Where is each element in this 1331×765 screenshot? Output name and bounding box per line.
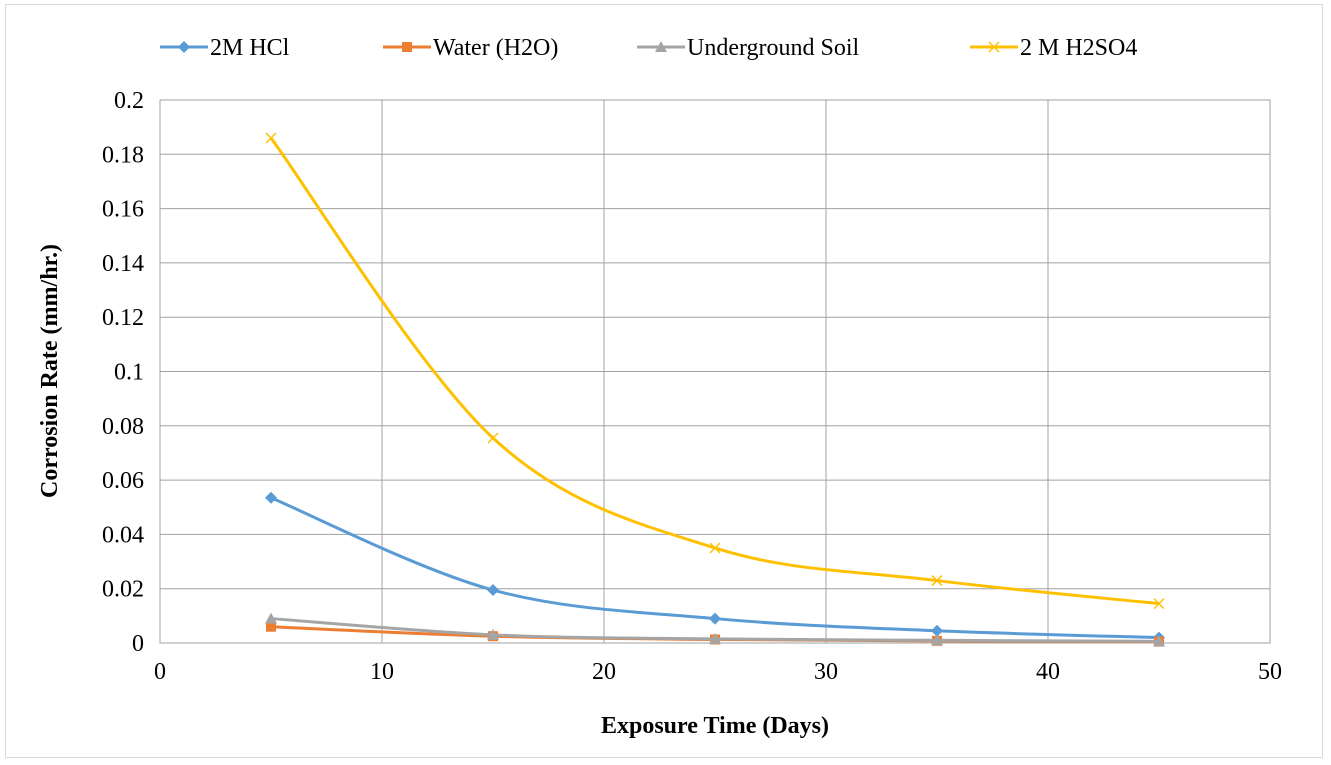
legend-marker-underground-soil (655, 41, 667, 52)
data-point-2m-hcl (931, 624, 943, 637)
legend-item-water-h2o: Water (H2O) (383, 35, 558, 61)
y-axis-title: Corrosion Rate (mm/hr.) (37, 244, 63, 498)
data-point-2-m-h2so4-stroke (265, 132, 277, 144)
y-tick-label: 0.16 (102, 197, 144, 223)
data-point-underground-soil (931, 634, 943, 646)
legend-marker-2-m-h2so4 (988, 41, 1000, 53)
y-tick-label: 0.12 (102, 305, 144, 331)
legend-marker-2m-hcl (178, 41, 190, 53)
data-point-2m-hcl (709, 612, 721, 625)
data-point-2-m-h2so4 (931, 575, 943, 587)
data-point-water-h2o (266, 621, 276, 632)
y-tick-label: 0.14 (102, 251, 144, 277)
y-tick-label: 0.1 (114, 360, 144, 386)
legend-label-2-m-h2so4: 2 M H2SO4 (1020, 35, 1137, 61)
y-tick-label: 0.02 (102, 577, 144, 603)
legend-marker-2-m-h2so4-stroke (988, 41, 1000, 53)
data-point-underground-soil (487, 628, 499, 640)
y-tick-label: 0.06 (102, 468, 144, 494)
data-point-2-m-h2so4 (709, 542, 721, 554)
legend: 2M HCl Water (H2O) Underground Soil 2 M H2S… (160, 35, 1137, 61)
series-line-2-m-h2so4 (269, 137, 1160, 606)
legend-item-2m-hcl: 2M HCl (160, 35, 290, 61)
y-tick-label: 0.2 (114, 88, 144, 114)
data-point-2-m-h2so4 (1153, 598, 1165, 610)
x-tick-label: 0 (154, 659, 166, 685)
y-tick-label: 0.18 (102, 142, 144, 168)
data-point-underground-soil (709, 632, 721, 644)
legend-label-2m-hcl: 2M HCl (210, 35, 290, 61)
x-tick-label: 10 (370, 659, 394, 685)
data-point-2-m-h2so4-stroke (487, 432, 499, 444)
legend-marker-water-h2o (402, 42, 412, 52)
data-point-2-m-h2so4-stroke (931, 575, 943, 587)
data-point-2-m-h2so4-stroke (709, 542, 721, 554)
data-point-2m-hcl (487, 584, 499, 597)
data-point-2-m-h2so4 (265, 132, 277, 144)
grid-layer (160, 100, 1270, 643)
y-tick-label: 0 (132, 631, 144, 657)
data-point-2-m-h2so4-stroke (1153, 598, 1165, 610)
legend-item-underground-soil: Underground Soil (637, 35, 860, 61)
x-tick-label: 30 (814, 659, 838, 685)
x-tick-label: 40 (1036, 659, 1060, 685)
legend-label-underground-soil: Underground Soil (687, 35, 860, 61)
series-underground-soil (265, 612, 1165, 647)
series-layer (265, 132, 1165, 647)
x-tick-label: 50 (1258, 659, 1282, 685)
y-tick-label: 0.08 (102, 414, 144, 440)
data-point-2-m-h2so4 (487, 432, 499, 444)
data-point-underground-soil (265, 612, 277, 624)
legend-item-2-m-h2so4: 2 M H2SO4 (970, 35, 1137, 61)
y-tick-label: 0.04 (102, 522, 144, 548)
series-2-m-h2so4 (265, 132, 1165, 610)
tick-labels: 0 0.02 0.04 0.06 0.08 0.1 0.12 0.14 0.16 0.18 0.2 0… (102, 88, 1282, 685)
legend-label-water-h2o: Water (H2O) (433, 35, 558, 61)
data-point-2m-hcl (265, 491, 277, 504)
x-tick-label: 20 (592, 659, 616, 685)
x-axis-title: Exposure Time (Days) (601, 713, 829, 739)
data-point-underground-soil (1153, 635, 1165, 647)
